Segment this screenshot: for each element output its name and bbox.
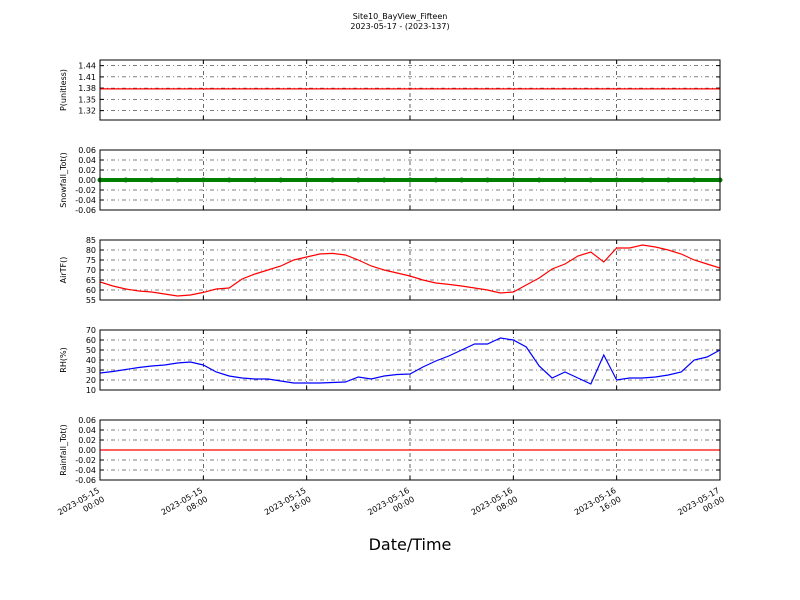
x-tick-label: 2023-05-1600:00 bbox=[366, 486, 416, 526]
y-tick-label: 65 bbox=[86, 276, 96, 285]
y-tick-label: 1.32 bbox=[78, 107, 96, 116]
series-point bbox=[200, 177, 206, 183]
x-axis-label: Date/Time bbox=[369, 535, 452, 554]
series-point bbox=[407, 177, 413, 183]
series-point bbox=[278, 177, 284, 183]
y-tick-label: 1.44 bbox=[78, 62, 96, 71]
series-point bbox=[433, 177, 439, 183]
series-point bbox=[252, 177, 258, 183]
series-point bbox=[304, 177, 310, 183]
y-tick-label: -0.04 bbox=[75, 466, 96, 475]
plot-frame bbox=[99, 419, 721, 481]
y-tick-label: 80 bbox=[86, 246, 96, 255]
series-point bbox=[614, 177, 620, 183]
y-tick-label: 0.00 bbox=[78, 446, 96, 455]
y-tick-label: 70 bbox=[86, 266, 96, 275]
y-axis-label: P(unitless) bbox=[59, 69, 68, 111]
series-point bbox=[149, 177, 155, 183]
x-tick-label: 2023-05-1516:00 bbox=[263, 486, 313, 526]
series-point bbox=[640, 177, 645, 183]
y-tick-label: 60 bbox=[86, 286, 96, 295]
x-tick-label: 2023-05-1616:00 bbox=[573, 486, 623, 526]
y-tick-label: 20 bbox=[86, 376, 96, 385]
y-tick-label: 0.06 bbox=[78, 146, 96, 155]
x-tick-label: 2023-05-1500:00 bbox=[56, 486, 106, 526]
y-tick-label: 1.35 bbox=[78, 95, 96, 104]
series-point bbox=[175, 177, 180, 183]
y-axis-label: Snowfall_Tot() bbox=[59, 152, 68, 208]
y-axis-label: Rainfall_Tot() bbox=[59, 424, 68, 476]
series-point bbox=[588, 177, 594, 183]
series-point bbox=[355, 177, 361, 183]
chart-title: Site10_BayView_Fifteen bbox=[353, 12, 448, 21]
plot-frame bbox=[99, 59, 721, 121]
series-line bbox=[100, 337, 720, 385]
chart-subtitle: 2023-05-17 - (2023-137) bbox=[350, 22, 449, 31]
y-axis-label: RH(%) bbox=[59, 347, 68, 372]
y-tick-label: 55 bbox=[86, 296, 96, 305]
y-tick-label: 1.41 bbox=[78, 73, 96, 82]
y-tick-label: 30 bbox=[86, 366, 96, 375]
plot-frame bbox=[99, 149, 721, 211]
y-tick-label: -0.06 bbox=[75, 206, 96, 215]
plot-frame bbox=[99, 329, 721, 391]
series-point bbox=[665, 177, 671, 183]
series-point bbox=[330, 177, 335, 183]
y-tick-label: 50 bbox=[86, 346, 96, 355]
y-tick-label: 0.02 bbox=[78, 166, 96, 175]
y-tick-label: 70 bbox=[86, 326, 96, 335]
series-point bbox=[562, 177, 568, 183]
y-tick-label: -0.02 bbox=[75, 186, 96, 195]
y-axis-label: AirTF() bbox=[59, 257, 68, 284]
y-tick-label: -0.04 bbox=[75, 196, 96, 205]
series-line bbox=[100, 244, 720, 297]
series-point bbox=[381, 177, 387, 183]
y-tick-label: 75 bbox=[86, 256, 96, 265]
y-tick-label: 0.02 bbox=[78, 436, 96, 445]
series-point bbox=[226, 177, 232, 183]
y-tick-label: 0.06 bbox=[78, 416, 96, 425]
y-tick-label: 85 bbox=[86, 236, 96, 245]
series-point bbox=[123, 177, 129, 183]
y-tick-label: 10 bbox=[86, 386, 96, 395]
series-point bbox=[459, 177, 465, 183]
y-tick-label: 1.38 bbox=[78, 84, 96, 93]
plot-frame bbox=[99, 239, 721, 301]
x-tick-label: 2023-05-1508:00 bbox=[160, 486, 210, 526]
x-tick-label: 2023-05-1608:00 bbox=[470, 486, 520, 526]
x-tick-label: 2023-05-1700:00 bbox=[676, 486, 726, 526]
series-point bbox=[536, 177, 542, 183]
y-tick-label: 40 bbox=[86, 356, 96, 365]
series-point bbox=[510, 177, 516, 183]
y-tick-label: -0.02 bbox=[75, 456, 96, 465]
y-tick-label: 60 bbox=[86, 336, 96, 345]
y-tick-label: 0.00 bbox=[78, 176, 96, 185]
y-tick-label: -0.06 bbox=[75, 476, 96, 485]
series-point bbox=[691, 177, 697, 183]
series-point bbox=[485, 177, 490, 183]
y-tick-label: 0.04 bbox=[78, 156, 96, 165]
y-tick-label: 0.04 bbox=[78, 426, 96, 435]
